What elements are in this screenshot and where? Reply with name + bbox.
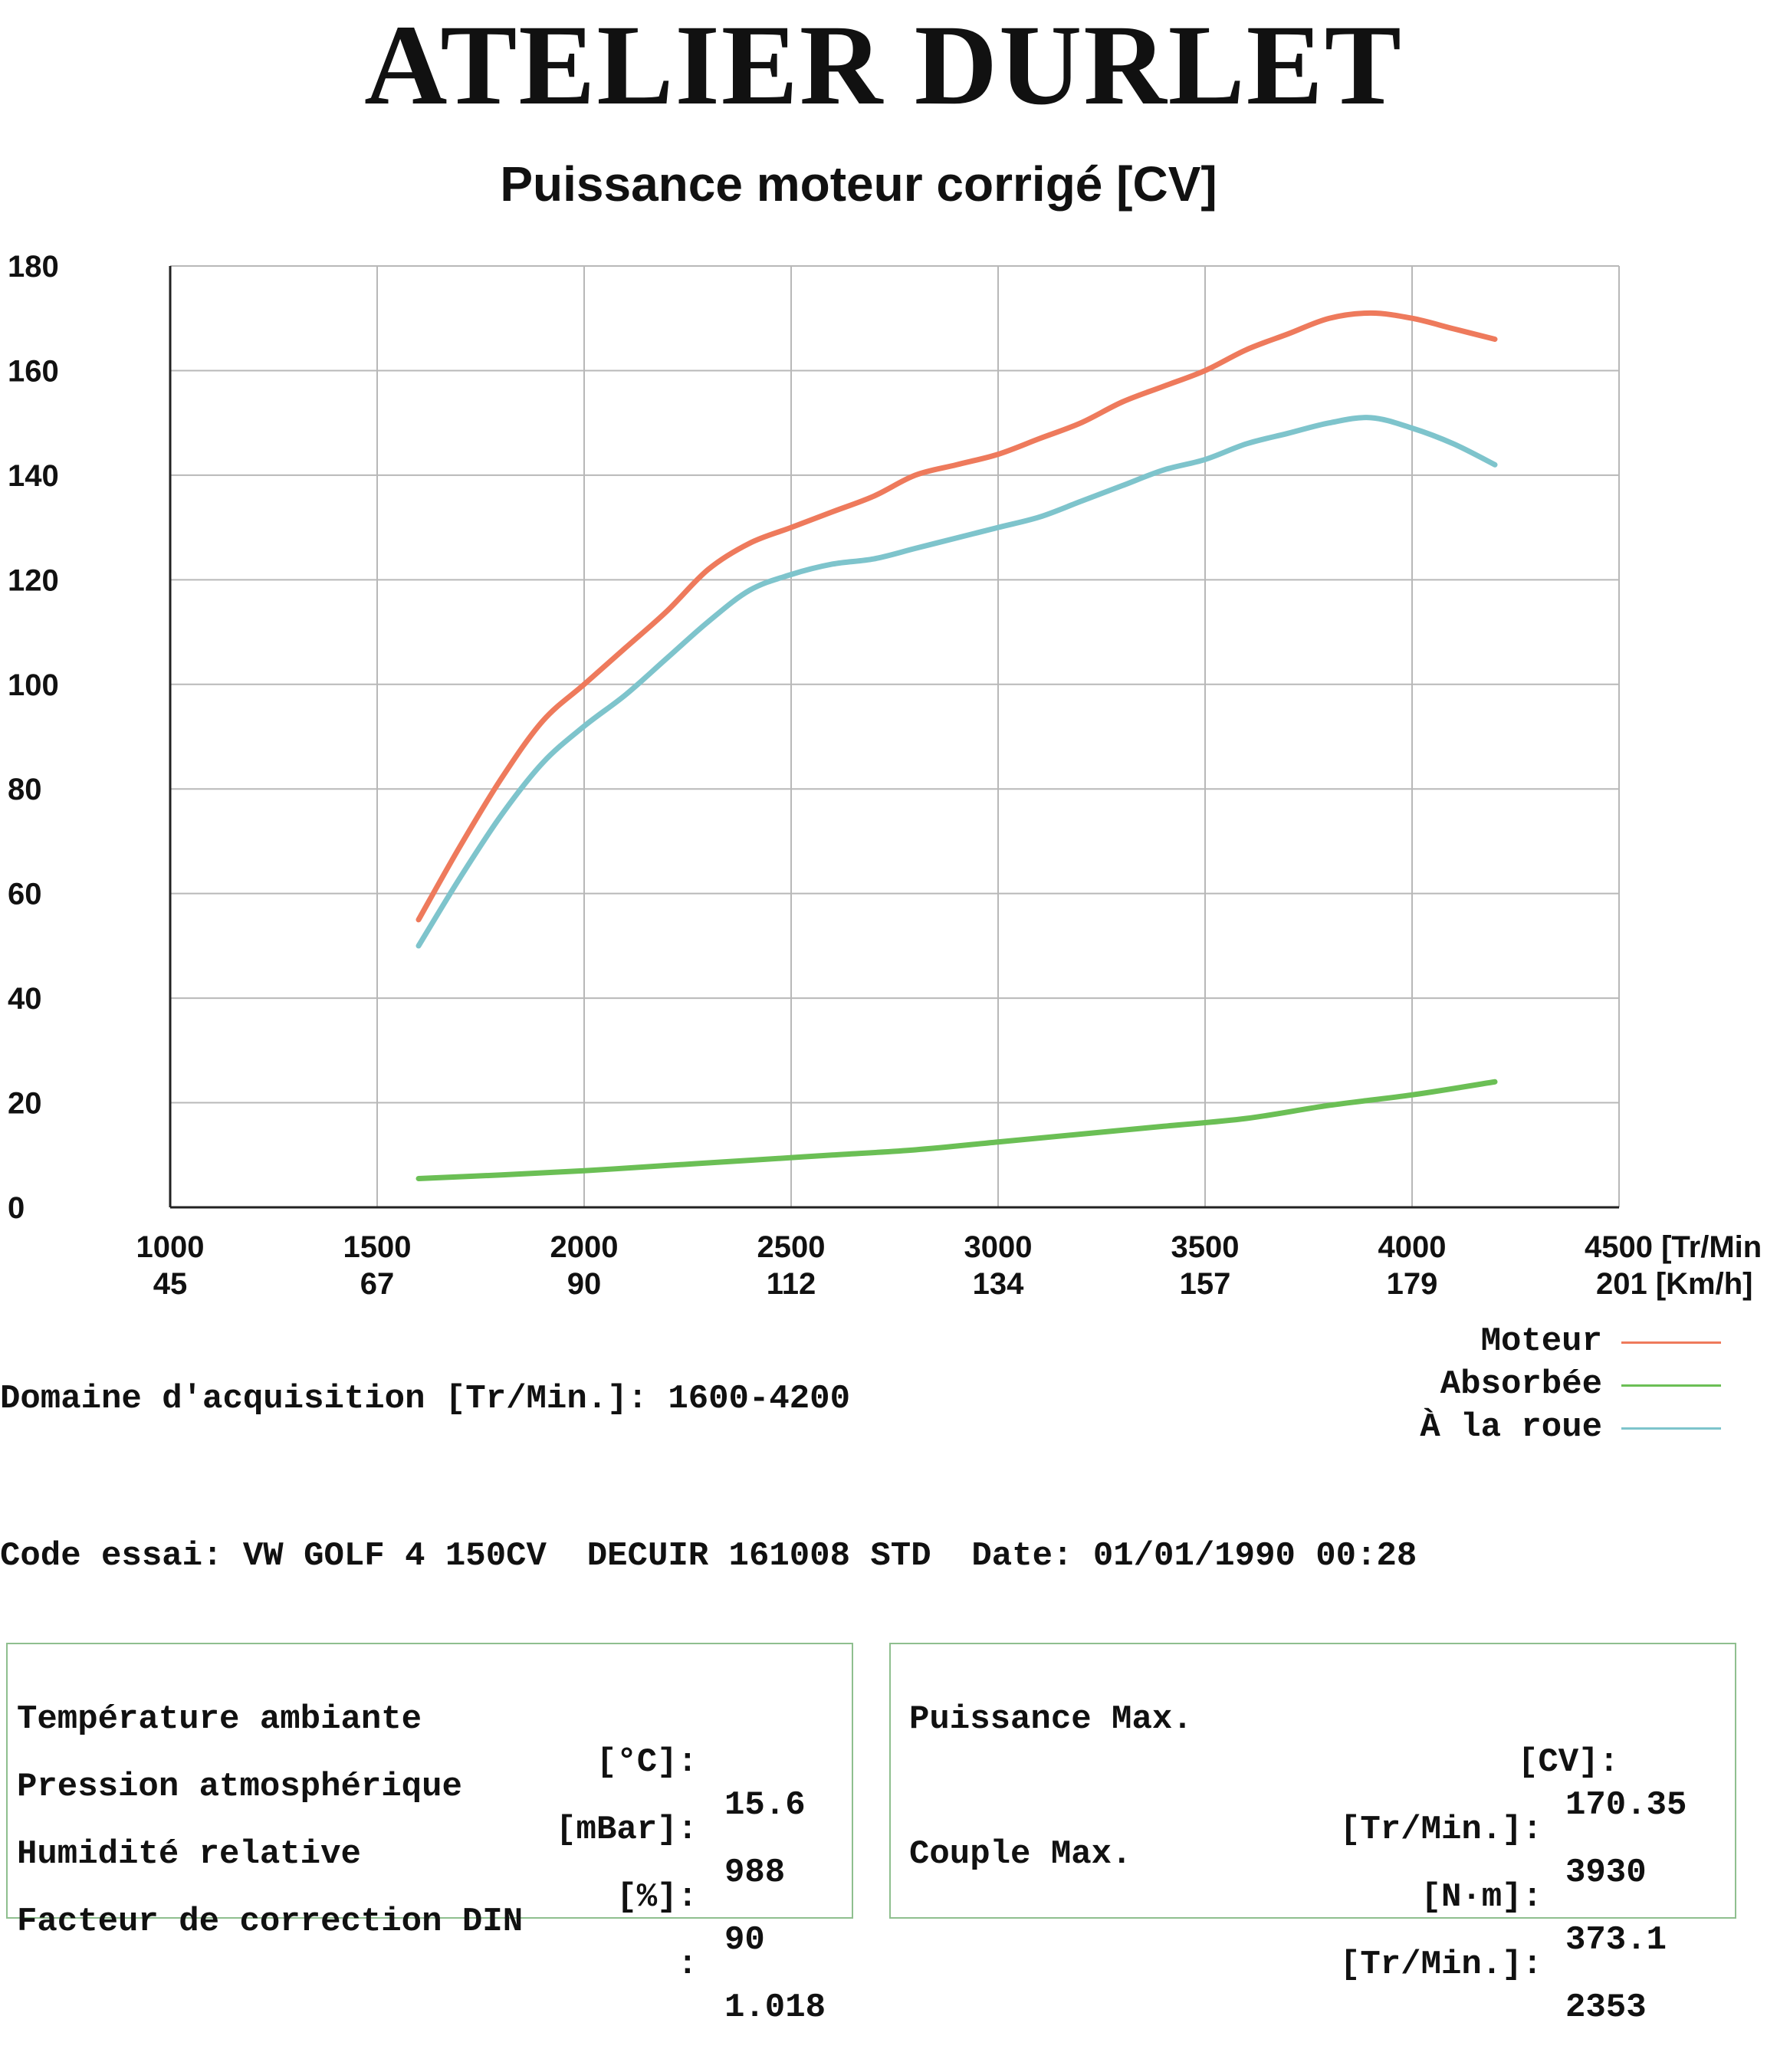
legend-label-moteur: Moteur: [1480, 1322, 1602, 1361]
result-value: 170.35: [1565, 1786, 1687, 1824]
result-value: 3930: [1565, 1854, 1647, 1892]
condition-value: 988: [724, 1854, 786, 1892]
y-tick-label: 100: [8, 668, 59, 702]
x2-tick-label: 112: [767, 1267, 816, 1301]
result-value: 2353: [1565, 1988, 1647, 2027]
y-tick-label: 0: [8, 1191, 25, 1225]
x-tick-label: 1000: [136, 1230, 205, 1264]
series-line-absorbee: [415, 1079, 1498, 1181]
result-unit: [Tr/Min.]:: [1339, 1811, 1542, 1849]
legend-label-a-la-roue: À la roue: [1420, 1408, 1602, 1446]
test-code-line: Code essai: VW GOLF 4 150CV DECUIR 16100…: [0, 1537, 1417, 1575]
y-tick-label: 60: [8, 878, 42, 911]
result-unit: [N·m]:: [1420, 1878, 1542, 1916]
legend-swatch-a-la-roue: [1621, 1427, 1721, 1430]
result-label: Puissance Max.: [909, 1700, 1193, 1739]
y-tick-label: 20: [8, 1087, 42, 1121]
condition-unit: [mBar]:: [556, 1811, 698, 1849]
chart-title: Puissance moteur corrigé [CV]: [500, 156, 1217, 212]
condition-value: 90: [724, 1921, 765, 1959]
condition-value: 1.018: [724, 1988, 826, 2027]
condition-label: Température ambiante: [17, 1700, 422, 1739]
result-row: Puissance Max. [CV]: 170.35: [891, 1655, 1687, 1870]
result-unit: [Tr/Min.]:: [1339, 1946, 1542, 1984]
legend-item-absorbee: Absorbée: [1303, 1363, 1748, 1406]
series-line-a-la-roue: [415, 415, 1498, 949]
x-tick-label: 4000: [1378, 1230, 1447, 1264]
condition-label: Pression atmosphérique: [17, 1768, 462, 1806]
y-tick-label: 180: [8, 250, 59, 284]
legend-swatch-absorbee: [1621, 1384, 1721, 1387]
series-line-moteur: [415, 310, 1498, 923]
condition-row: Température ambiante [°C]: 15.6: [8, 1655, 806, 1870]
legend-item-a-la-roue: À la roue: [1303, 1406, 1748, 1449]
x-tick-label: 2500: [757, 1230, 826, 1264]
result-label: Couple Max.: [909, 1835, 1132, 1873]
x2-tick-label: 201 [Km/h]: [1596, 1267, 1753, 1301]
condition-row: Facteur de correction DIN : 1.018: [8, 1857, 826, 2072]
results-panel: Puissance Max. [CV]: 170.35 [Tr/Min.]: 3…: [889, 1643, 1736, 2027]
condition-unit: [°C]:: [596, 1743, 698, 1781]
y-tick-label: 120: [8, 563, 59, 597]
x2-tick-label: 157: [1180, 1267, 1231, 1301]
condition-row: Pression atmosphérique [mBar]: 988: [8, 1722, 785, 1937]
result-row: [Tr/Min.]: 2353: [891, 1857, 1647, 2072]
chart-legend: Moteur Absorbée À la roue: [1303, 1320, 1748, 1449]
x-tick-label: 4500 [Tr/Min: [1585, 1230, 1762, 1264]
conditions-panel: Température ambiante [°C]: 15.6 Pression…: [6, 1643, 853, 2027]
x2-tick-label: 67: [360, 1267, 395, 1301]
result-unit: [CV]:: [1517, 1743, 1619, 1781]
x2-tick-label: 90: [567, 1267, 602, 1301]
legend-label-absorbee: Absorbée: [1440, 1365, 1602, 1404]
y-tick-label: 140: [8, 459, 59, 493]
x-tick-label: 2000: [550, 1230, 619, 1264]
condition-label: Facteur de correction DIN: [17, 1903, 524, 1941]
x-tick-label: 3500: [1171, 1230, 1240, 1264]
result-row: [Tr/Min.]: 3930: [891, 1722, 1647, 1937]
condition-label: Humidité relative: [17, 1835, 361, 1873]
y-tick-label: 80: [8, 773, 42, 806]
x2-tick-label: 134: [973, 1267, 1024, 1301]
x2-tick-label: 45: [153, 1267, 188, 1301]
condition-unit: :: [677, 1946, 698, 1984]
condition-value: 15.6: [724, 1786, 806, 1824]
legend-swatch-moteur: [1621, 1341, 1721, 1344]
acquisition-range: Domaine d'acquisition [Tr/Min.]: 1600-42…: [0, 1380, 850, 1418]
legend-item-moteur: Moteur: [1303, 1320, 1748, 1363]
y-tick-label: 160: [8, 354, 59, 388]
result-value: 373.1: [1565, 1921, 1667, 1959]
x2-tick-label: 179: [1387, 1267, 1438, 1301]
brand-title: ATELIER DURLET: [364, 2, 1403, 129]
x-tick-label: 1500: [343, 1230, 412, 1264]
y-tick-label: 40: [8, 982, 42, 1016]
x-tick-label: 3000: [964, 1230, 1033, 1264]
